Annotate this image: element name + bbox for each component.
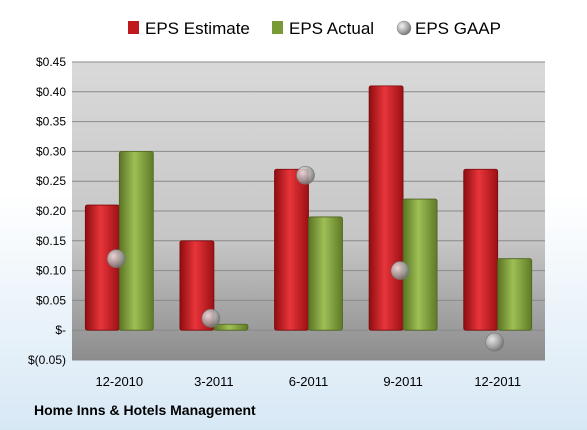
eps-gaap-point <box>296 165 315 185</box>
y-tick-label: $0.20 <box>36 204 66 218</box>
eps-actual-bar <box>118 150 154 331</box>
x-category-label: 3-2011 <box>194 374 234 389</box>
y-tick-label: $0.45 <box>36 55 66 69</box>
legend-label: EPS Estimate <box>145 19 250 38</box>
eps-gaap-point <box>201 308 221 328</box>
legend-swatch <box>396 20 412 36</box>
eps-actual-bar <box>497 258 533 331</box>
x-category-label: 6-2011 <box>289 374 329 389</box>
y-tick-label: $0.35 <box>36 115 66 129</box>
eps-gaap-point <box>390 261 410 280</box>
y-tick-label: $0.30 <box>36 144 66 158</box>
eps-estimate-bar <box>179 240 215 331</box>
y-axis-ticks: $0.45 $0.40 $0.35 $0.30 $0.25 $0.20 $0.15 $0.10… <box>28 55 66 367</box>
eps-estimate-bar <box>368 85 404 331</box>
y-tick-label: $0.15 <box>36 234 66 248</box>
y-tick-label: $0.25 <box>36 174 66 188</box>
y-tick-label: $0.05 <box>36 293 66 307</box>
company-name: Home Inns & Hotels Management <box>34 402 256 418</box>
eps-gaap-point <box>485 332 505 352</box>
legend-label: EPS GAAP <box>415 19 501 38</box>
legend-label: EPS Actual <box>289 19 374 38</box>
legend-swatch <box>128 21 139 34</box>
legend-swatch <box>272 21 283 34</box>
gaap-points <box>107 165 505 352</box>
y-tick-label: $0.10 <box>36 264 66 278</box>
x-category-label: 9-2011 <box>383 374 423 389</box>
eps-actual-bar <box>402 198 438 331</box>
x-category-label: 12-2011 <box>474 374 521 389</box>
y-tick-label: $- <box>55 323 66 337</box>
eps-gaap-point <box>107 249 126 268</box>
legend: EPS Estimate EPS Actual EPS GAAP <box>128 19 501 38</box>
eps-estimate-bar <box>463 168 499 331</box>
eps-estimate-bar <box>274 168 309 331</box>
eps-actual-bar <box>308 216 343 331</box>
x-axis-labels: 12-2010 3-2011 6-2011 9-2011 12-2011 <box>95 374 521 389</box>
x-category-label: 12-2010 <box>95 374 143 389</box>
y-tick-label: $0.40 <box>36 85 66 99</box>
eps-actual-bar <box>213 323 249 331</box>
y-tick-label: $(0.05) <box>28 353 66 367</box>
